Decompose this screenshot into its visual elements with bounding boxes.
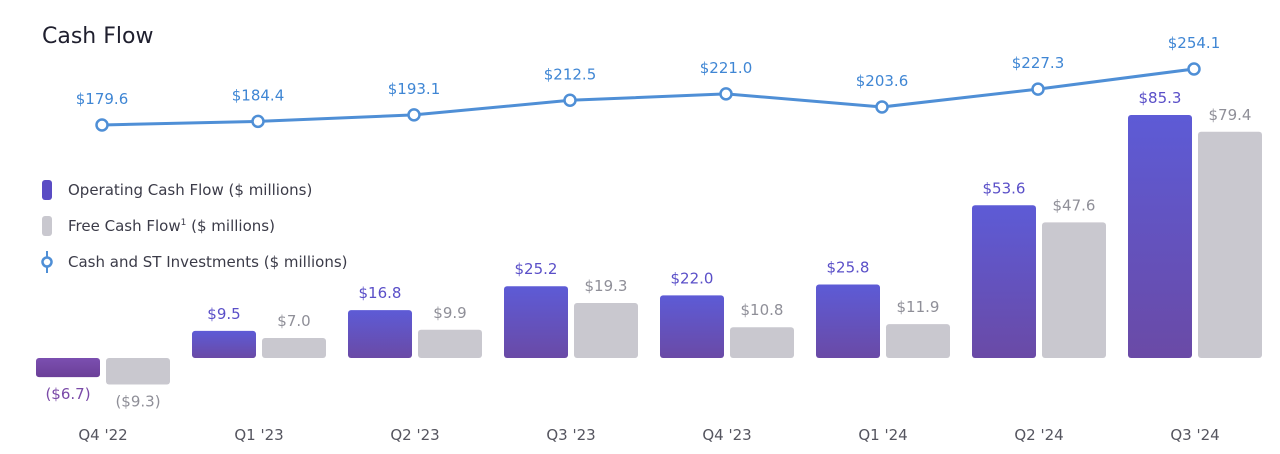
- operating-value-label: ($6.7): [45, 385, 90, 403]
- cash-investments-value-label: $212.5: [544, 65, 597, 83]
- cash-investments-value-label: $227.3: [1012, 54, 1065, 72]
- cash-investments-value-label: $254.1: [1168, 34, 1221, 52]
- legend-footnote: 1: [180, 218, 187, 228]
- cash-investments-line: [101, 67, 1195, 127]
- free-cash-flow-bar: [886, 324, 950, 358]
- free-value-label: ($9.3): [115, 392, 160, 410]
- operating-cash-flow-bar: [36, 358, 100, 378]
- free-value-label: $7.0: [277, 312, 310, 330]
- x-tick-label: Q4 '22: [78, 426, 127, 444]
- x-tick-label: Q3 '23: [546, 426, 595, 444]
- legend-label-operating: Operating Cash Flow ($ millions): [68, 181, 313, 199]
- operating-cash-flow-bar: [348, 310, 412, 358]
- legend-label-cash: Cash and ST Investments ($ millions): [68, 253, 348, 271]
- cash-investments-value-label: $203.6: [856, 72, 909, 90]
- free-value-label: $10.8: [741, 301, 784, 319]
- free-value-label: $19.3: [585, 277, 628, 295]
- operating-cash-flow-bar: [1128, 115, 1192, 358]
- free-cash-flow-bar: [262, 338, 326, 358]
- free-cash-flow-bar: [106, 358, 170, 385]
- cash-investments-point: [1187, 62, 1201, 76]
- free-cash-flow-bar: [1042, 222, 1106, 358]
- free-value-label: $79.4: [1209, 106, 1252, 124]
- cash-investments-point: [719, 87, 733, 101]
- operating-swatch: [42, 180, 52, 200]
- legend-label-free-name: Free Cash Flow: [68, 217, 181, 235]
- chart-legend: Operating Cash Flow ($ millions) Free Ca…: [40, 172, 348, 280]
- cash-investments-point: [95, 118, 109, 132]
- operating-value-label: $16.8: [359, 284, 402, 302]
- cash-investments-point: [875, 100, 889, 114]
- cash-investments-value-label: $193.1: [388, 80, 441, 98]
- operating-value-label: $9.5: [207, 305, 240, 323]
- cash-investments-value-label: $184.4: [232, 86, 285, 104]
- operating-value-label: $25.8: [827, 259, 870, 277]
- chart-title: Cash Flow: [42, 24, 154, 49]
- operating-cash-flow-bar: [816, 284, 880, 358]
- x-tick-label: Q1 '23: [234, 426, 283, 444]
- cash-investments-point: [251, 114, 265, 129]
- cash-investments-point: [563, 93, 577, 108]
- operating-value-label: $53.6: [983, 179, 1026, 197]
- cash-investments-value-label: $221.0: [700, 59, 753, 77]
- free-swatch: [42, 216, 52, 236]
- free-value-label: $47.6: [1053, 196, 1096, 214]
- operating-cash-flow-bar: [972, 205, 1036, 358]
- cash-investments-point: [407, 108, 421, 122]
- free-cash-flow-bar: [574, 303, 638, 358]
- operating-value-label: $25.2: [515, 260, 558, 278]
- cash-investments-value-label: $179.6: [76, 90, 129, 108]
- operating-cash-flow-bar: [660, 295, 724, 358]
- cash-investments-point: [1031, 82, 1045, 96]
- legend-label-free-unit: ($ millions): [191, 217, 275, 235]
- legend-item-cash: Cash and ST Investments ($ millions): [40, 244, 348, 280]
- operating-cash-flow-bar: [504, 286, 568, 358]
- x-tick-label: Q3 '24: [1170, 426, 1219, 444]
- x-tick-label: Q1 '24: [858, 426, 907, 444]
- x-tick-label: Q2 '23: [390, 426, 439, 444]
- x-tick-label: Q2 '24: [1014, 426, 1063, 444]
- operating-cash-flow-bar: [192, 330, 256, 358]
- operating-value-label: $85.3: [1139, 89, 1182, 107]
- line-marker-icon: [40, 251, 54, 273]
- x-tick-label: Q4 '23: [702, 426, 751, 444]
- free-value-label: $9.9: [433, 304, 466, 322]
- free-cash-flow-bar: [418, 329, 482, 358]
- legend-item-free: Free Cash Flow1 ($ millions): [40, 208, 348, 244]
- free-cash-flow-bar: [1198, 131, 1262, 358]
- legend-label-free: Free Cash Flow1 ($ millions): [68, 217, 275, 235]
- free-value-label: $11.9: [897, 298, 940, 316]
- operating-value-label: $22.0: [671, 269, 714, 287]
- legend-item-operating: Operating Cash Flow ($ millions): [40, 172, 348, 208]
- free-cash-flow-bar: [730, 327, 794, 358]
